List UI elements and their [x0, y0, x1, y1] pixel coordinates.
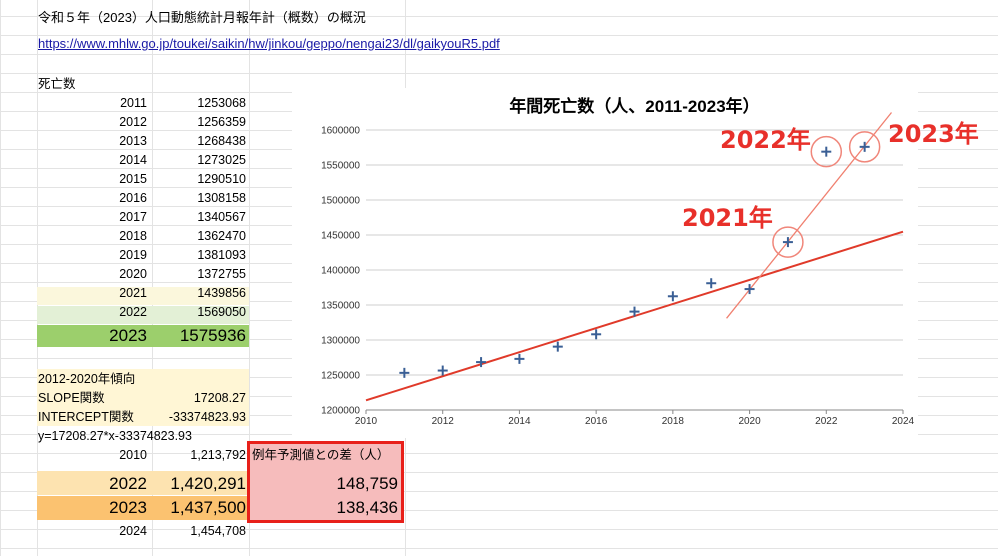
sheet-title: 令和５年（2023）人口動態統計月報年計（概数）の概況 [38, 10, 366, 25]
forecast-2023-highlight [37, 496, 249, 520]
table-cell-deaths: 1439856 [197, 286, 246, 300]
forecast-value: 1,213,792 [190, 448, 246, 462]
y-tick-label: 1600000 [321, 126, 360, 137]
row-highlight-2022 [37, 306, 249, 324]
table-cell-deaths: 1372755 [197, 267, 246, 281]
data-point [706, 278, 717, 289]
data-point [744, 284, 755, 295]
x-tick-label: 2020 [738, 416, 761, 427]
forecast-value: 1,454,708 [190, 524, 246, 538]
data-point [591, 329, 602, 340]
intercept-label: INTERCEPT関数 [38, 410, 134, 424]
table-cell-deaths: 1273025 [197, 153, 246, 167]
table-cell-deaths: 1381093 [197, 248, 246, 262]
row-highlight-2023 [37, 325, 249, 347]
forecast-value: 1,420,291 [170, 474, 246, 493]
table-cell-deaths: 1575936 [179, 326, 246, 345]
table-cell-year: 2023 [109, 326, 147, 345]
column-divider [37, 0, 38, 556]
annotation-2023: 2023年 [888, 120, 979, 148]
diff-header: 例年予測値との差（人） [252, 448, 390, 462]
trend-highlight [37, 369, 249, 426]
y-tick-label: 1400000 [321, 266, 360, 277]
table-cell-deaths: 1308158 [197, 191, 246, 205]
slope-value: 17208.27 [193, 391, 246, 405]
highlight-circle [772, 226, 804, 258]
table-cell-deaths: 1569050 [197, 305, 246, 319]
table-cell-year: 2012 [119, 115, 147, 129]
data-point [821, 146, 832, 157]
x-tick-label: 2010 [355, 416, 378, 427]
forecast-year: 2022 [109, 474, 147, 493]
data-point [399, 367, 410, 378]
row-highlight-2021 [37, 287, 249, 305]
annotation-2021: 2021年 [682, 204, 773, 232]
data-point [782, 237, 793, 248]
table-cell-year: 2015 [119, 172, 147, 186]
y-tick-label: 1450000 [321, 231, 360, 242]
table-cell-deaths: 1268438 [197, 134, 246, 148]
data-point [859, 141, 870, 152]
data-point [552, 341, 563, 352]
table-cell-deaths: 1362470 [197, 229, 246, 243]
table-cell-year: 2014 [119, 153, 147, 167]
death-chart[interactable]: 1200000 1250000 1300000 1350000 1400000 14500… [292, 88, 918, 443]
x-tick-label: 2022 [815, 416, 838, 427]
table-cell-deaths: 1340567 [197, 210, 246, 224]
data-point [476, 357, 487, 368]
forecast-year: 2023 [109, 498, 147, 517]
y-tick-label: 1550000 [321, 161, 360, 172]
table-heading: 死亡数 [38, 77, 76, 91]
x-tick-label: 2014 [508, 416, 531, 427]
y-tick-label: 1350000 [321, 301, 360, 312]
forecast-year: 2024 [119, 524, 147, 538]
table-cell-year: 2021 [119, 286, 147, 300]
data-point [667, 291, 678, 302]
chart-background [292, 88, 918, 438]
table-cell-year: 2019 [119, 248, 147, 262]
forecast-year: 2010 [119, 448, 147, 462]
source-link[interactable]: https://www.mhlw.go.jp/toukei/saikin/hw/… [38, 36, 500, 51]
highlight-circle [810, 135, 843, 168]
table-cell-year: 2011 [120, 96, 147, 110]
table-cell-year: 2017 [119, 210, 147, 224]
y-tick-label: 1500000 [321, 196, 360, 207]
diff-highlight-box [247, 441, 404, 523]
table-cell-deaths: 1256359 [197, 115, 246, 129]
table-cell-deaths: 1290510 [197, 172, 246, 186]
table-cell-year: 2022 [119, 305, 147, 319]
forecast-value: 1,437,500 [170, 498, 246, 517]
x-tick-label: 2012 [432, 416, 455, 427]
chart-svg: 1200000 1250000 1300000 1350000 1400000 14500… [292, 88, 918, 438]
table-cell-year: 2020 [119, 267, 147, 281]
table-cell-deaths: 1253068 [197, 96, 246, 110]
diff-highlight [250, 444, 401, 520]
y-tick-label: 1250000 [321, 371, 360, 382]
y-tick-label: 1300000 [321, 336, 360, 347]
x-tick-label: 2016 [585, 416, 608, 427]
annotation-2022: 2022年 [720, 126, 811, 154]
table-cell-year: 2013 [119, 134, 147, 148]
forecast-2022-highlight [37, 471, 249, 495]
trend-heading: 2012-2020年傾向 [38, 372, 136, 386]
data-point [629, 306, 640, 317]
table-cell-year: 2018 [119, 229, 147, 243]
diff-value: 138,436 [336, 498, 398, 517]
x-tick-label: 2024 [892, 416, 915, 427]
column-divider [152, 0, 153, 556]
formula-text: y=17208.27*x-33374823.93 [38, 429, 192, 443]
x-tick-label: 2018 [662, 416, 685, 427]
data-point [437, 365, 448, 376]
diff-value: 148,759 [336, 474, 398, 493]
highlight-circle [848, 131, 881, 163]
column-divider [249, 0, 250, 556]
slope-label: SLOPE関数 [38, 391, 105, 405]
data-point [514, 353, 525, 364]
chart-title: 年間死亡数（人、2011-2023年） [509, 96, 759, 116]
table-cell-year: 2016 [119, 191, 147, 205]
intercept-value: -33374823.93 [168, 410, 246, 424]
y-tick-label: 1200000 [321, 406, 360, 417]
